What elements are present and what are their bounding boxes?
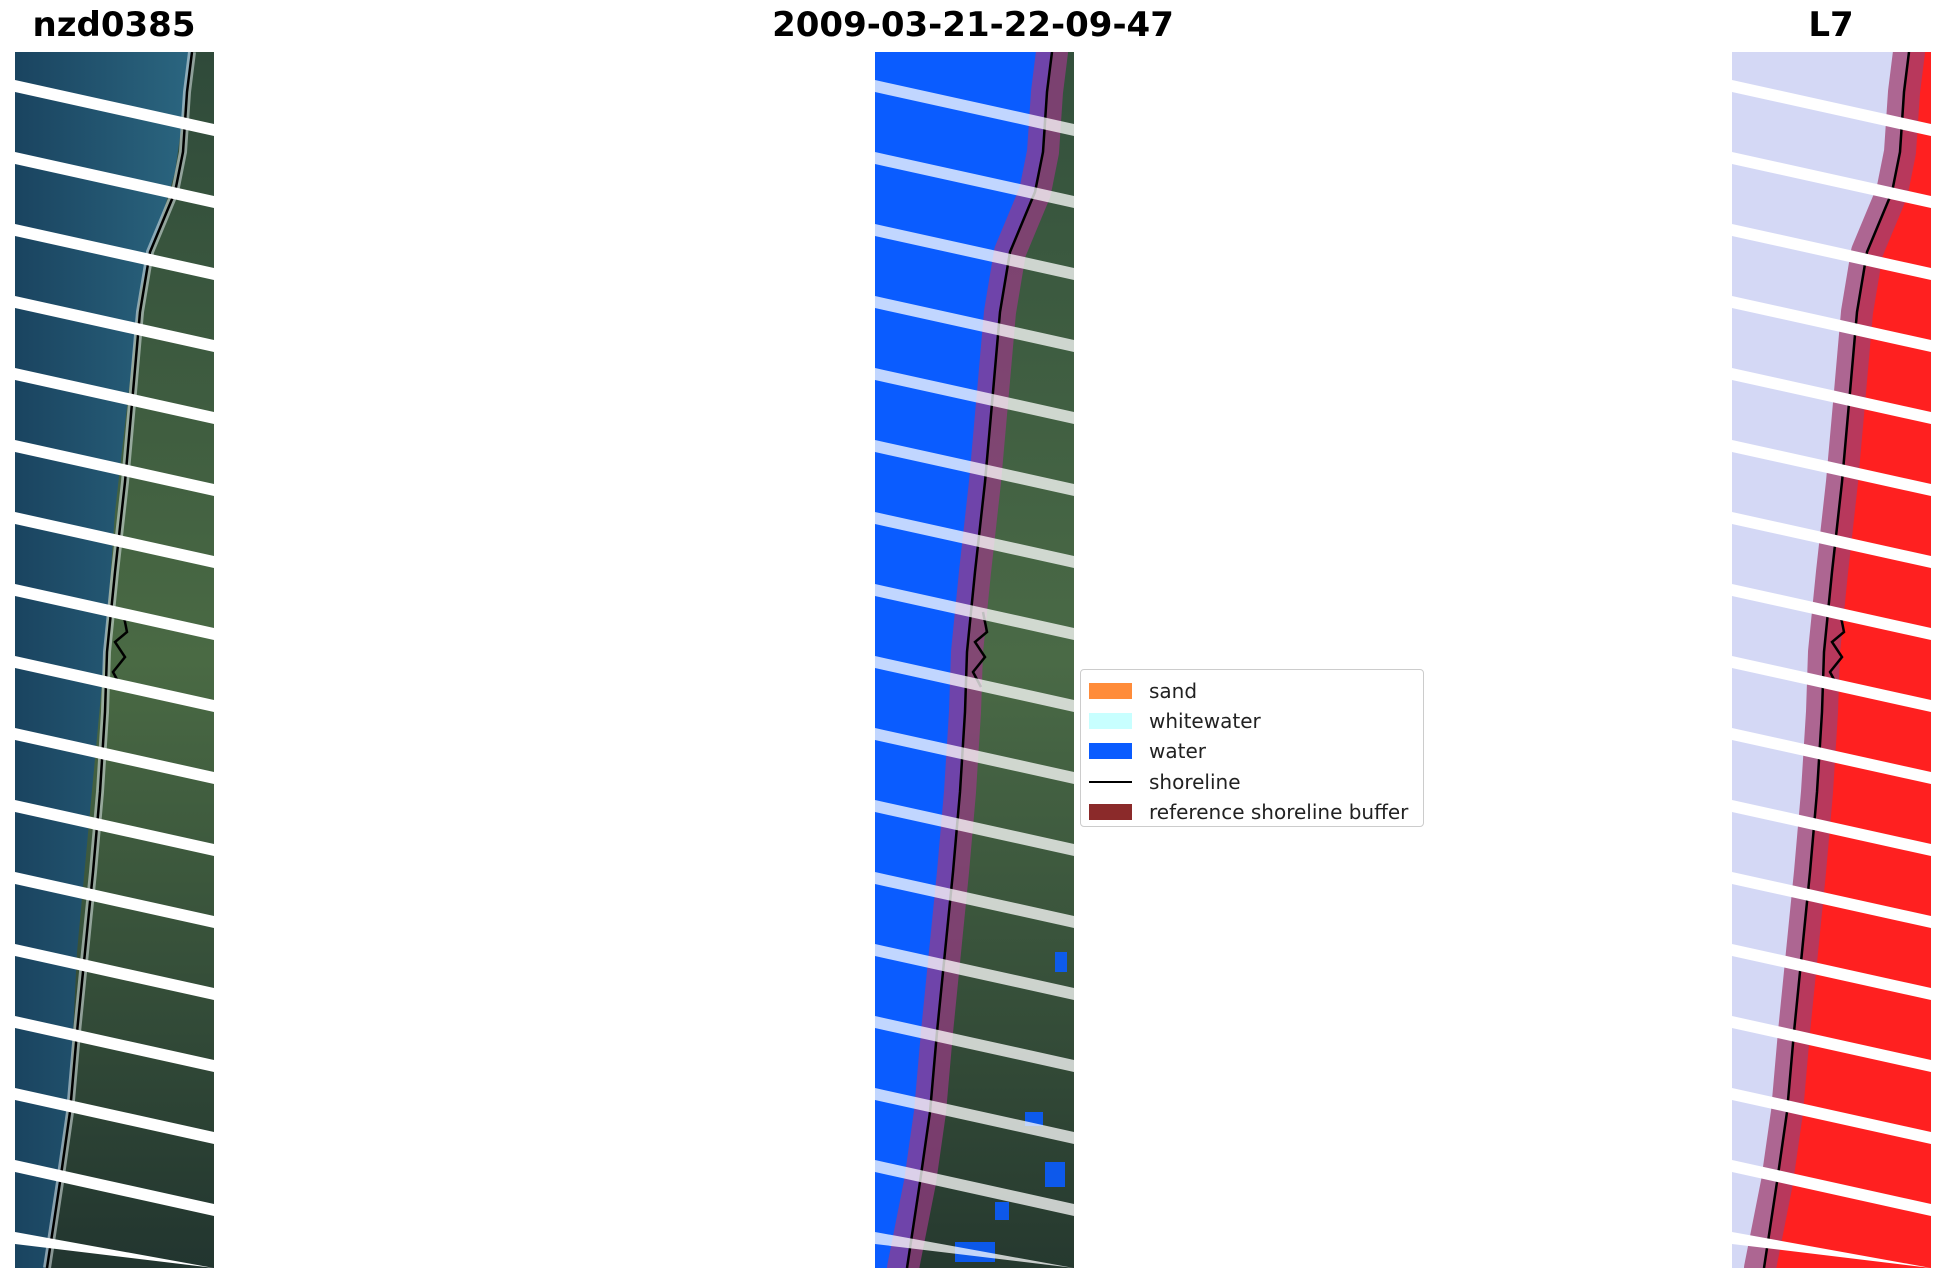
center-panel-title: 2009-03-21-22-09-47 xyxy=(772,5,1174,45)
shoreline-line-swatch xyxy=(1089,780,1132,783)
legend-item-reference-buffer: reference shoreline buffer xyxy=(1089,797,1423,827)
gap-stripes xyxy=(15,80,214,1268)
legend-label: sand xyxy=(1149,679,1198,704)
rgb-image-svg xyxy=(15,52,214,1268)
index-image-svg xyxy=(1732,52,1931,1268)
legend: sand whitewater water shoreline referenc… xyxy=(1080,669,1424,827)
legend-item-shoreline: shoreline xyxy=(1089,767,1423,797)
buffer-swatch xyxy=(1089,803,1132,820)
right-panel-title: L7 xyxy=(1808,5,1854,45)
rgb-satellite-image xyxy=(15,52,214,1268)
sand-swatch xyxy=(1089,683,1132,700)
whitewater-swatch xyxy=(1089,713,1132,730)
water-swatch xyxy=(1089,743,1132,760)
gap-stripes xyxy=(1732,80,1931,1268)
classified-image xyxy=(875,52,1074,1268)
legend-label: shoreline xyxy=(1149,769,1241,794)
legend-item-sand: sand xyxy=(1089,676,1423,706)
left-panel-title: nzd0385 xyxy=(32,5,196,45)
legend-item-whitewater: whitewater xyxy=(1089,706,1423,736)
index-image xyxy=(1732,52,1931,1268)
legend-label: reference shoreline buffer xyxy=(1149,799,1409,824)
classified-image-svg xyxy=(875,52,1074,1268)
legend-item-water: water xyxy=(1089,736,1423,766)
legend-label: water xyxy=(1149,739,1206,764)
legend-label: whitewater xyxy=(1149,709,1261,734)
gap-stripes xyxy=(875,80,1074,1268)
